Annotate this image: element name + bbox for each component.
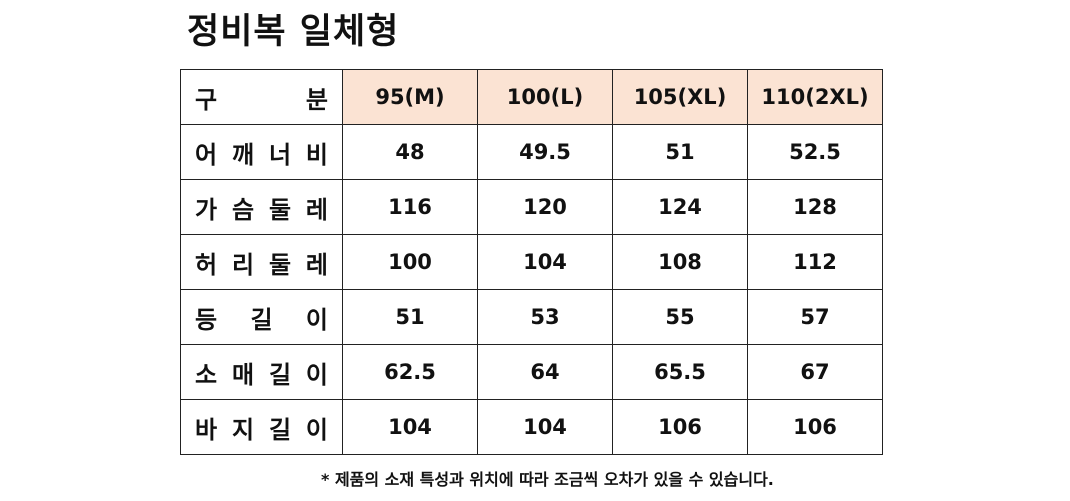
table-cell: 51 xyxy=(612,124,748,180)
table-cell: 64 xyxy=(477,344,613,400)
table-row: 등 길 이 51 53 55 57 xyxy=(180,289,883,345)
label-char: 둘 xyxy=(268,195,292,224)
label-char: 길 xyxy=(268,360,292,389)
label-char: 슴 xyxy=(231,195,255,224)
label-char: 리 xyxy=(231,250,255,279)
table-cell: 48 xyxy=(342,124,478,180)
table-cell: 100 xyxy=(342,234,478,290)
disclaimer-note: * 제품의 소재 특성과 위치에 따라 조금씩 오차가 있을 수 있습니다. xyxy=(321,470,774,489)
label-char: 가 xyxy=(195,195,218,224)
table-cell: 62.5 xyxy=(342,344,478,400)
label-char: 지 xyxy=(231,415,255,444)
label-char: 매 xyxy=(231,360,255,389)
table-cell: 120 xyxy=(477,179,613,235)
label-char: 이 xyxy=(305,305,328,334)
table-cell: 52.5 xyxy=(747,124,883,180)
label-char: 이 xyxy=(305,415,328,444)
label-char: 바 xyxy=(195,415,218,444)
table-cell: 49.5 xyxy=(477,124,613,180)
label-char: 길 xyxy=(268,415,292,444)
label-char: 어 xyxy=(195,140,218,169)
table-cell: 53 xyxy=(477,289,613,345)
label-char: 둘 xyxy=(268,250,292,279)
size-header-m: 95(M) xyxy=(342,69,478,125)
size-header-2xl: 110(2XL) xyxy=(747,69,883,125)
label-char: 허 xyxy=(195,250,218,279)
table-cell: 112 xyxy=(747,234,883,290)
table-cell: 104 xyxy=(477,399,613,455)
table-cell: 57 xyxy=(747,289,883,345)
table-cell: 108 xyxy=(612,234,748,290)
table-cell: 124 xyxy=(612,179,748,235)
table-cell: 65.5 xyxy=(612,344,748,400)
table-cell: 51 xyxy=(342,289,478,345)
label-char: 깨 xyxy=(231,140,255,169)
table-cell: 106 xyxy=(747,399,883,455)
label-char: 비 xyxy=(305,140,328,169)
table-cell: 67 xyxy=(747,344,883,400)
size-header-xl: 105(XL) xyxy=(612,69,748,125)
table-cell: 106 xyxy=(612,399,748,455)
label-char: 레 xyxy=(305,195,328,224)
page-title: 정비복 일체형 xyxy=(187,12,400,52)
label-char: 레 xyxy=(305,250,328,279)
label-char: 이 xyxy=(305,360,328,389)
label-char: 구 xyxy=(195,85,218,114)
label-char: 소 xyxy=(195,360,218,389)
size-header-l: 100(L) xyxy=(477,69,613,125)
label-char: 너 xyxy=(268,140,292,169)
table-cell: 116 xyxy=(342,179,478,235)
table-cell: 104 xyxy=(477,234,613,290)
table-cell: 55 xyxy=(612,289,748,345)
label-char: 길 xyxy=(250,305,273,334)
table-cell: 104 xyxy=(342,399,478,455)
label-char: 등 xyxy=(195,305,218,334)
table-cell: 128 xyxy=(747,179,883,235)
label-char: 분 xyxy=(305,85,328,114)
